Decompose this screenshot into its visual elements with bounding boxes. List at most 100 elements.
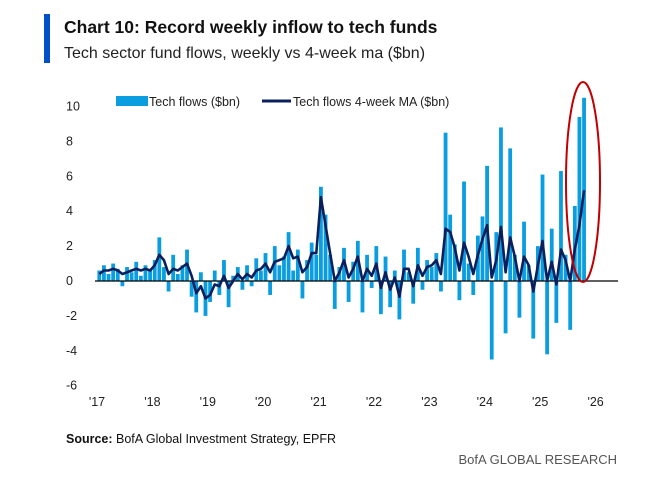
flow-bar [314, 254, 319, 281]
x-tick-label: '25 [532, 395, 548, 409]
flow-bar [545, 281, 550, 355]
x-tick-label: '22 [366, 395, 382, 409]
flow-bar [208, 281, 213, 302]
flow-bar [392, 270, 397, 281]
flow-bar [406, 272, 411, 281]
flow-bar [452, 244, 457, 281]
flow-bar [531, 281, 536, 339]
y-tick-label: -6 [66, 379, 77, 393]
y-axis: 10 8 6 4 2 0 -2 -4 -6 [66, 100, 80, 393]
flow-bar [549, 228, 554, 281]
flow-bar [282, 256, 286, 281]
flow-bar [309, 242, 314, 281]
flow-bar [111, 263, 116, 281]
flow-bar [277, 265, 282, 281]
flow-bar [258, 270, 263, 281]
flow-bar [148, 270, 152, 281]
flow-bar [323, 214, 328, 281]
source-note: Source: BofA Global Investment Strategy,… [66, 432, 336, 446]
flow-bar [286, 232, 291, 281]
x-tick-label: '20 [255, 395, 271, 409]
flow-bar [162, 267, 166, 281]
flow-bar [138, 275, 143, 281]
flow-bar [166, 281, 171, 292]
chart-title: Chart 10: Record weekly inflow to tech f… [64, 17, 438, 37]
flow-bar [503, 281, 508, 334]
x-tick-label: '19 [200, 395, 216, 409]
flow-bar [175, 274, 180, 281]
flow-bar [499, 127, 503, 281]
flow-bar [125, 267, 129, 281]
x-tick-label: '26 [587, 395, 603, 409]
flow-bar [249, 281, 254, 287]
flow-bar [397, 281, 402, 320]
flow-bar [212, 270, 217, 281]
flow-bar [180, 265, 185, 281]
flow-bar [360, 281, 365, 313]
title-accent-bar [44, 14, 50, 63]
flow-bar [429, 267, 434, 281]
flow-bar [231, 275, 236, 281]
flow-bar [305, 260, 309, 281]
flow-bar [489, 281, 494, 360]
x-axis: '17 '18 '19 '20 '21 '22 '23 '24 '25 '26 [89, 395, 604, 409]
flow-bar [471, 281, 476, 295]
y-tick-label: 0 [66, 274, 73, 288]
flow-bar [457, 281, 462, 301]
flow-bar [106, 274, 111, 281]
flow-bar [300, 281, 305, 299]
flow-bar [134, 261, 139, 281]
y-tick-label: 2 [66, 239, 73, 253]
flow-bar [157, 237, 162, 281]
legend-label-flows: Tech flows ($bn) [149, 95, 240, 109]
y-tick-label: 10 [66, 100, 80, 114]
flow-bar [346, 281, 351, 302]
flows-bars [97, 97, 586, 360]
highlight-ellipse [565, 81, 601, 283]
flow-bar [540, 174, 545, 281]
flow-bar [485, 165, 490, 281]
flow-bar [559, 171, 563, 281]
flow-bar [411, 281, 416, 304]
x-tick-label: '18 [144, 395, 160, 409]
flow-bar [526, 265, 531, 281]
ma-line [98, 190, 586, 300]
y-tick-label: -2 [66, 309, 77, 323]
flow-bar [577, 116, 582, 281]
flow-bar [129, 272, 134, 281]
x-tick-label: '21 [310, 395, 326, 409]
chart-subtitle: Tech sector fund flows, weekly vs 4-week… [64, 45, 425, 62]
flow-bar [263, 253, 268, 281]
flow-bar [240, 281, 245, 290]
flow-bar [379, 281, 383, 315]
source-text: BofA Global Investment Strategy, EPFR [113, 432, 336, 446]
flow-bar [443, 132, 448, 281]
flow-bar [222, 260, 226, 281]
flow-bar [512, 254, 517, 281]
flow-bar [554, 281, 559, 323]
y-tick-label: -4 [66, 344, 77, 358]
legend-swatch-flows [116, 96, 148, 106]
flow-bar [143, 265, 148, 281]
flow-bar [420, 281, 425, 290]
flow-bar [115, 268, 120, 281]
source-label: Source: [66, 432, 113, 446]
flow-bar [582, 97, 586, 282]
flow-bar [268, 281, 273, 295]
flow-bar [448, 214, 453, 281]
flow-bar [388, 281, 393, 308]
flow-bar [102, 265, 106, 281]
flow-bar [563, 254, 568, 281]
y-tick-label: 6 [66, 169, 73, 183]
flow-bar [568, 281, 573, 330]
flow-bar [328, 254, 333, 281]
flow-bar [369, 281, 374, 288]
flow-bar [194, 281, 199, 313]
flow-bar [217, 281, 222, 295]
flow-bar [462, 181, 466, 281]
legend: Tech flows ($bn) Tech flows 4-week MA ($… [116, 95, 449, 109]
y-tick-label: 4 [66, 204, 73, 218]
flow-bar [152, 260, 157, 281]
flow-bar [402, 249, 406, 281]
y-tick-label: 8 [66, 134, 73, 148]
